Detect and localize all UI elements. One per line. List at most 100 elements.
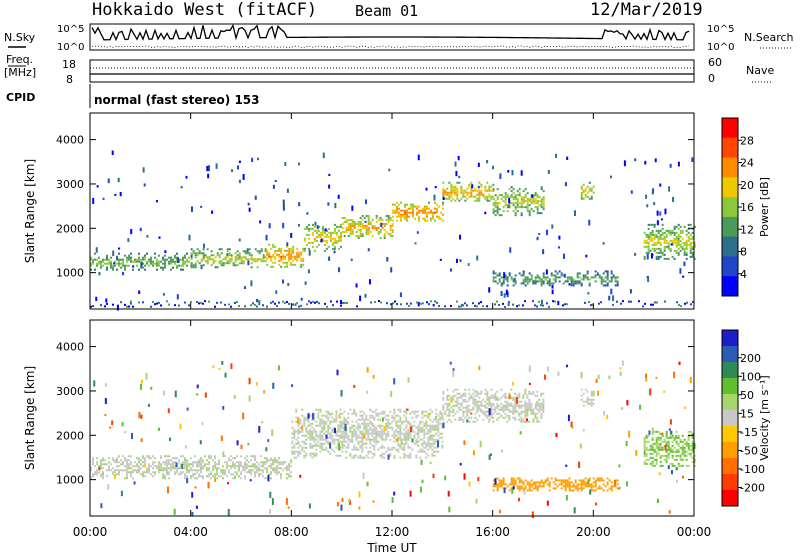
x-tick-label: 00:00 — [73, 525, 108, 539]
noise-search-line — [91, 45, 690, 48]
y-tick-label: 2000 — [56, 429, 84, 442]
xlabel: Time UT — [366, 541, 417, 554]
noise-right-tick-top: 10^5 — [707, 24, 734, 35]
noise-left-tick-top: 10^5 — [57, 24, 84, 35]
x-tick-label: 04:00 — [173, 525, 208, 539]
velocity-cbar-tick: 100 — [740, 370, 761, 383]
freq-label-line2: [MHz] — [4, 66, 36, 79]
velocity-echo-band — [442, 388, 545, 423]
power-cbar-tick: 20 — [740, 179, 754, 192]
freq-left-tick-top: 18 — [62, 58, 76, 71]
power-cbar-tick: 16 — [740, 201, 754, 214]
noise-left-label: N.Sky — [4, 31, 36, 44]
velocity-cbar-tick: -100 — [740, 463, 765, 476]
power-ground-scatter — [90, 300, 694, 308]
velocity-cbar-tick: 200 — [740, 352, 761, 365]
velocity-echo-band — [492, 477, 619, 492]
noise-panel: N.Sky N.Search 10^5 10^0 10^5 10^0 — [4, 23, 794, 53]
power-echo-band — [266, 243, 305, 268]
power-cbar-swatch — [722, 137, 738, 159]
power-colorbar: 4 8 12 16 20 24 28 Power [dB] — [721, 117, 771, 297]
y-tick-label: 4000 — [56, 341, 84, 354]
power-cbar-swatch — [722, 177, 738, 198]
power-cbar-swatch — [722, 157, 738, 178]
date-title: 12/Mar/2019 — [590, 0, 703, 20]
freq-right-tick-bottom: 0 — [708, 72, 715, 85]
velocity-cbar-swatch — [722, 410, 738, 427]
velocity-cbar-swatch — [722, 362, 738, 379]
freq-panel: Freq. [MHz] 18 8 Nave 60 0 — [4, 53, 774, 86]
power-echo-band — [643, 223, 696, 260]
nave-label: Nave — [746, 64, 774, 77]
velocity-echo-band — [643, 430, 696, 467]
cpid-label: CPID — [6, 91, 35, 104]
velocity-cbar-swatch — [722, 490, 738, 507]
power-cbar-swatch — [722, 236, 738, 257]
noise-right-label: N.Search — [744, 31, 794, 44]
freq-label-line1: Freq. — [6, 53, 33, 66]
power-cbar-swatch — [722, 256, 738, 277]
x-tick-label: 12:00 — [375, 525, 410, 539]
noise-sky-line — [91, 23, 690, 42]
velocity-cbar-tick: -50 — [740, 444, 758, 457]
velocity-cbar-swatch — [722, 474, 738, 491]
velocity-cbar-swatch — [722, 378, 738, 395]
x-tick-label: 16:00 — [475, 525, 510, 539]
power-cbar-swatch — [722, 197, 738, 218]
y-tick-label: 3000 — [56, 178, 84, 191]
noise-trace — [91, 23, 690, 48]
noise-right-tick-bottom: 10^0 — [707, 42, 734, 53]
power-echo-band — [492, 186, 545, 217]
power-y-axis: 1000 2000 3000 4000 — [56, 134, 694, 280]
velocity-cbar-swatch — [722, 458, 738, 475]
velocity-echo-band — [291, 408, 444, 459]
velocity-cbar-tick: 50 — [740, 389, 754, 402]
velocity-cbar-tick: -200 — [740, 481, 765, 494]
power-echo-field — [90, 150, 696, 311]
x-tick-label: 08:00 — [274, 525, 309, 539]
power-echo-band — [492, 270, 619, 287]
y-tick-label: 3000 — [56, 385, 84, 398]
power-ylabel: Slant Range [km] — [23, 159, 37, 263]
beam-title: Beam 01 — [355, 2, 418, 20]
y-tick-label: 1000 — [56, 474, 84, 487]
freq-right-tick-top: 60 — [708, 56, 722, 69]
velocity-cbar-tick: -15 — [740, 426, 758, 439]
velocity-colorbar: 200 100 50 15 -15 -50 -100 -200 Velocity [m s⁻¹… — [721, 329, 771, 507]
power-echo-band — [392, 201, 444, 222]
power-echo-band — [580, 181, 595, 200]
noise-left-tick-bottom: 10^0 — [57, 42, 84, 53]
power-echo-band — [190, 248, 267, 269]
velocity-cbar-label: Velocity [m s⁻¹] — [758, 375, 771, 460]
cpid-mode-text: normal (fast stereo) 153 — [94, 93, 260, 107]
power-cbar-label: Power [dB] — [758, 177, 771, 237]
power-cbar-tick: 24 — [740, 157, 754, 170]
power-scatter — [92, 150, 694, 311]
velocity-cbar-swatch — [722, 394, 738, 411]
velocity-y-axis: 1000 2000 3000 4000 — [56, 341, 694, 487]
velocity-cbar-swatch — [722, 426, 738, 443]
time-x-axis: 00:00 04:00 08:00 12:00 16:00 20:00 00:00 — [73, 113, 712, 539]
power-cbar-tick: 28 — [740, 134, 754, 147]
power-cbar-swatch — [722, 276, 738, 297]
velocity-cbar-tick: 15 — [740, 407, 754, 420]
velocity-echo-field — [90, 360, 696, 519]
power-panel: 1000 2000 3000 4000 Slant Range [km] — [23, 112, 696, 311]
y-tick-label: 1000 — [56, 267, 84, 280]
velocity-cbar-swatch — [722, 346, 738, 363]
velocity-panel: 1000 2000 3000 4000 Slant Range [km] — [23, 319, 696, 519]
power-cbar-swatch — [722, 216, 738, 238]
velocity-cbar-swatch — [722, 330, 738, 347]
velocity-scatter — [93, 360, 696, 519]
power-cbar-swatch — [722, 118, 738, 139]
station-title: Hokkaido West (fitACF) — [92, 0, 317, 20]
cpid-panel: CPID normal (fast stereo) 153 — [6, 84, 260, 108]
velocity-cbar-swatch — [722, 442, 738, 459]
velocity-ylabel: Slant Range [km] — [23, 366, 37, 470]
power-cbar-tick: 8 — [740, 246, 747, 259]
freq-left-tick-bottom: 8 — [66, 73, 73, 86]
velocity-echo-band — [90, 455, 292, 480]
y-tick-label: 2000 — [56, 222, 84, 235]
x-tick-label: 00:00 — [677, 525, 712, 539]
